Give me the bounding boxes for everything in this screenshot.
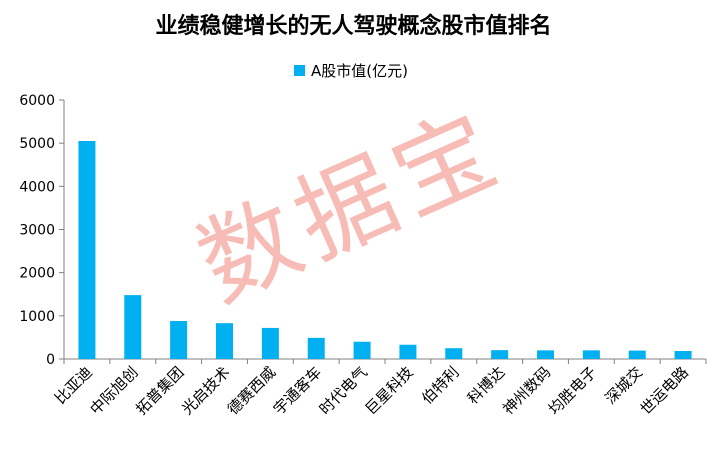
x-tick-label: 拓普集团	[132, 363, 187, 418]
bar	[216, 323, 233, 359]
x-tick-label: 均胜电子	[545, 363, 600, 418]
x-tick-label: 神州数码	[499, 363, 554, 418]
y-tick-label: 3000	[19, 223, 55, 239]
y-tick-label: 4000	[19, 179, 55, 195]
x-tick-label: 宇通客车	[270, 363, 325, 418]
bar	[353, 341, 371, 359]
x-tick-label: 德赛西威	[224, 363, 279, 418]
bar	[170, 321, 188, 359]
bar	[491, 350, 509, 359]
y-tick-label: 6000	[19, 93, 55, 109]
bar	[674, 351, 692, 359]
x-tick-label: 深城交	[601, 363, 646, 408]
bar	[78, 141, 96, 359]
y-tick-label: 5000	[19, 136, 55, 152]
chart-title: 业绩稳健增长的无人驾驶概念股市值排名	[155, 14, 552, 39]
bar	[537, 350, 554, 359]
x-tick-label: 世运电路	[637, 363, 692, 418]
y-tick-label: 0	[46, 352, 55, 368]
bar	[307, 337, 325, 359]
x-tick-label: 中际旭创	[86, 363, 141, 418]
bar	[261, 327, 279, 359]
bar	[445, 348, 463, 359]
x-tick-label: 科博达	[464, 363, 509, 408]
bar	[628, 350, 646, 359]
bar	[124, 295, 142, 359]
bar	[582, 350, 600, 359]
x-tick-label: 伯特利	[418, 363, 463, 408]
y-tick-label: 1000	[19, 309, 55, 325]
x-tick-label: 时代电气	[316, 363, 371, 418]
bar	[399, 344, 417, 359]
x-tick-label: 巨星科技	[362, 363, 417, 418]
x-tick-label: 比亚迪	[51, 363, 96, 408]
y-tick-label: 2000	[19, 266, 55, 282]
legend-label: A股市值(亿元)	[311, 61, 408, 80]
legend: A股市值(亿元)	[294, 60, 408, 80]
legend-swatch	[294, 64, 305, 76]
x-tick-label: 光启技术	[178, 363, 233, 418]
